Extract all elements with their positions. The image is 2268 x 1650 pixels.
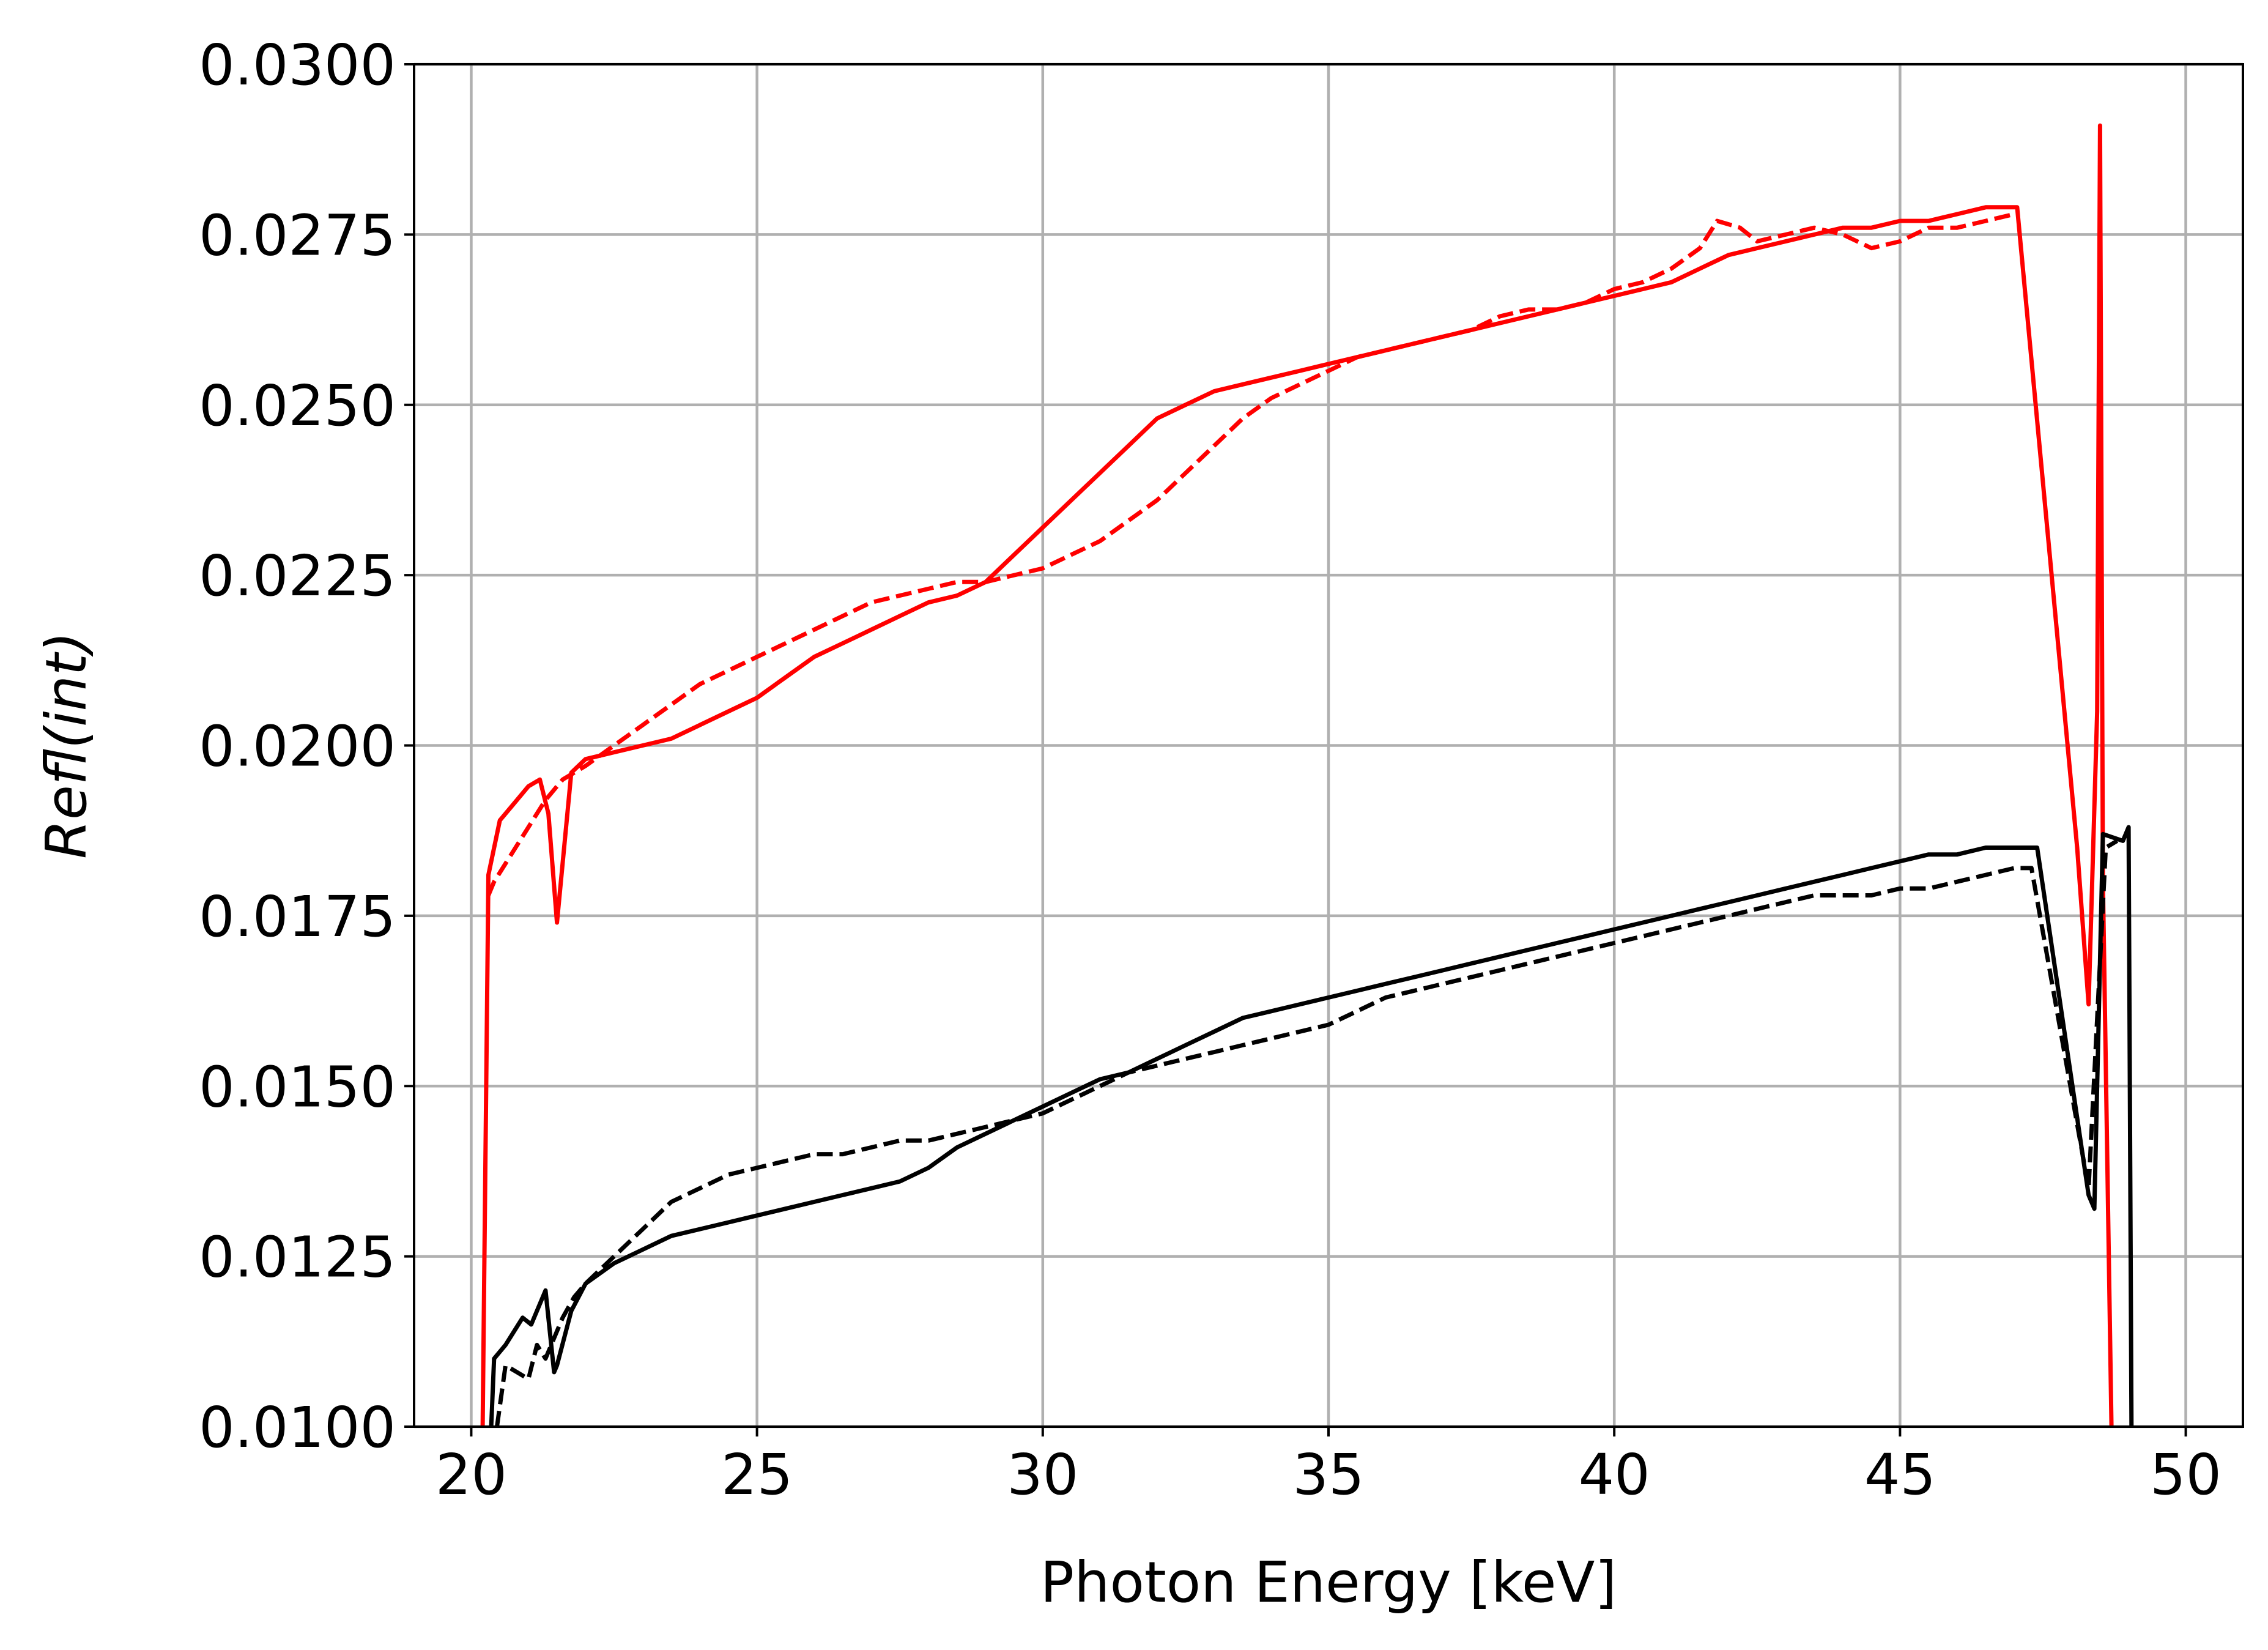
x-tick-label: 50 bbox=[2150, 1442, 2222, 1507]
y-tick-label: 0.0250 bbox=[199, 373, 396, 439]
x-axis: 20 25 30 35 40 45 50 bbox=[435, 1427, 2222, 1507]
x-tick-label: 25 bbox=[721, 1442, 793, 1507]
x-tick-label: 30 bbox=[1007, 1442, 1078, 1507]
y-tick-label: 0.0175 bbox=[199, 884, 396, 949]
data-series bbox=[480, 123, 2134, 1427]
x-tick-label: 40 bbox=[1579, 1442, 1650, 1507]
y-tick-label: 0.0300 bbox=[199, 32, 396, 98]
y-tick-label: 0.0200 bbox=[199, 714, 396, 779]
y-tick-label: 0.0275 bbox=[199, 203, 396, 268]
y-tick-label: 0.0125 bbox=[199, 1225, 396, 1290]
x-tick-label: 45 bbox=[1864, 1442, 1936, 1507]
y-tick-label: 0.0150 bbox=[199, 1054, 396, 1120]
series-1-line bbox=[486, 212, 2017, 896]
y-axis: 0.0100 0.0125 0.0150 0.0175 0.0200 0.0225 0.02… bbox=[199, 32, 414, 1460]
y-tick-label: 0.0100 bbox=[199, 1395, 396, 1460]
y-axis-label: Refl(int) bbox=[34, 631, 99, 859]
y-tick-label: 0.0225 bbox=[199, 543, 396, 609]
series-3-line bbox=[495, 839, 2119, 1427]
series-2-line bbox=[489, 825, 2134, 1427]
x-axis-label: Photon Energy [keV] bbox=[1040, 1550, 1617, 1615]
x-tick-label: 20 bbox=[435, 1442, 507, 1507]
series-0-line bbox=[480, 123, 2114, 1427]
x-tick-label: 35 bbox=[1292, 1442, 1364, 1507]
